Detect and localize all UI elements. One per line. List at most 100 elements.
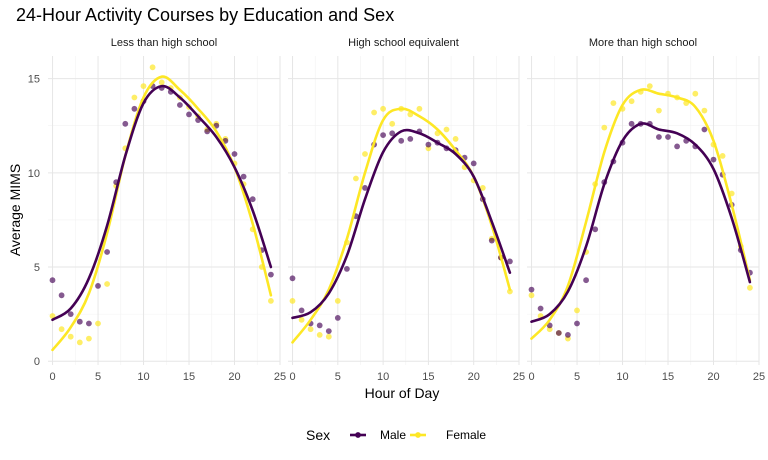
x-tick-label: 5 bbox=[95, 371, 101, 383]
data-point-male bbox=[104, 249, 110, 255]
x-tick-label: 25 bbox=[513, 371, 525, 383]
data-point-male bbox=[131, 105, 138, 112]
data-point-female bbox=[452, 136, 459, 142]
data-point-female bbox=[95, 320, 101, 327]
panel-3: More than high school 0 5 10 15 20 25 bbox=[527, 37, 765, 383]
data-point-male bbox=[298, 307, 305, 314]
data-point-female bbox=[49, 313, 56, 319]
data-point-female bbox=[507, 288, 513, 295]
x-tick-label: 0 bbox=[528, 371, 534, 383]
data-point-male bbox=[380, 132, 386, 139]
chart-title: 24-Hour Activity Courses by Education an… bbox=[16, 5, 394, 25]
data-point-male bbox=[67, 311, 74, 317]
data-point-female bbox=[131, 94, 138, 101]
data-point-female bbox=[149, 64, 156, 71]
data-point-male bbox=[407, 136, 414, 142]
panel-title: More than high school bbox=[589, 37, 697, 49]
data-point-male bbox=[507, 258, 513, 265]
data-point-male bbox=[425, 141, 432, 148]
y-tick-label: 10 bbox=[28, 168, 40, 180]
data-point-male bbox=[289, 275, 296, 282]
data-point-female bbox=[334, 298, 341, 304]
data-point-male bbox=[710, 156, 717, 163]
x-tick-label: 0 bbox=[49, 371, 55, 383]
data-point-male bbox=[665, 134, 671, 140]
legend: Sex Male Female bbox=[306, 427, 486, 443]
data-point-female bbox=[140, 83, 147, 89]
data-point-female bbox=[389, 120, 396, 127]
data-point-female bbox=[268, 298, 274, 304]
data-point-male bbox=[249, 196, 256, 203]
data-point-female bbox=[646, 83, 653, 89]
legend-label-female: Female bbox=[446, 428, 486, 442]
y-tick-label: 0 bbox=[34, 356, 40, 368]
data-point-female bbox=[298, 316, 305, 323]
legend-key-point-male bbox=[355, 432, 361, 438]
data-point-female bbox=[479, 185, 486, 191]
panel-title: Less than high school bbox=[111, 37, 217, 49]
x-tick-label: 5 bbox=[335, 371, 341, 383]
y-axis-title: Average MIMS bbox=[7, 164, 23, 256]
x-tick-label: 15 bbox=[183, 371, 195, 383]
data-point-male bbox=[122, 120, 129, 127]
data-point-female bbox=[380, 105, 386, 112]
data-point-male bbox=[268, 271, 274, 278]
y-tick-label: 5 bbox=[34, 262, 40, 274]
data-point-female bbox=[371, 109, 377, 116]
data-point-female bbox=[628, 98, 635, 105]
data-point-female bbox=[316, 332, 323, 338]
legend-label-male: Male bbox=[380, 428, 406, 442]
data-point-female bbox=[747, 284, 753, 291]
data-point-male bbox=[537, 305, 544, 312]
data-point-male bbox=[701, 126, 708, 133]
legend-key-point-female bbox=[415, 432, 421, 438]
x-axis-title: Hour of Day bbox=[365, 385, 440, 401]
data-point-male bbox=[656, 134, 662, 140]
data-point-female bbox=[104, 281, 110, 287]
data-point-female bbox=[86, 335, 92, 342]
data-point-female bbox=[362, 151, 368, 157]
data-point-male bbox=[76, 318, 83, 325]
data-point-male bbox=[86, 320, 92, 327]
data-point-female bbox=[289, 298, 296, 304]
data-point-male bbox=[470, 160, 477, 167]
data-point-female bbox=[610, 100, 617, 106]
data-point-female bbox=[307, 326, 314, 333]
data-point-male bbox=[204, 128, 211, 135]
data-point-female bbox=[719, 153, 726, 159]
x-tick-label: 10 bbox=[377, 371, 389, 383]
x-tick-label: 10 bbox=[616, 371, 628, 383]
data-point-male bbox=[49, 277, 56, 284]
data-point-male bbox=[240, 173, 247, 180]
x-tick-label: 0 bbox=[289, 371, 295, 383]
data-point-female bbox=[58, 326, 65, 333]
data-point-male bbox=[565, 332, 571, 338]
data-point-female bbox=[574, 307, 580, 314]
data-point-female bbox=[67, 333, 74, 340]
data-point-male bbox=[58, 292, 65, 299]
data-point-male bbox=[583, 277, 589, 284]
data-point-female bbox=[325, 333, 332, 340]
data-point-male bbox=[528, 286, 535, 293]
data-point-female bbox=[353, 175, 359, 182]
data-point-male bbox=[555, 330, 562, 336]
data-point-female bbox=[443, 126, 450, 133]
trend-line-male bbox=[530, 122, 752, 323]
data-point-male bbox=[231, 151, 238, 157]
data-point-female bbox=[528, 292, 535, 299]
panel-1: Less than high school 0 5 10 15 20 25 0 5 10 15 bbox=[28, 37, 286, 383]
x-tick-label: 10 bbox=[137, 371, 149, 383]
legend-title: Sex bbox=[306, 427, 330, 443]
data-point-male bbox=[674, 143, 680, 150]
trend-line-female bbox=[291, 107, 512, 344]
data-point-female bbox=[416, 105, 423, 112]
data-point-male bbox=[389, 130, 396, 137]
x-tick-label: 15 bbox=[422, 371, 434, 383]
data-point-female bbox=[701, 107, 708, 114]
x-tick-label: 25 bbox=[274, 371, 286, 383]
data-point-female bbox=[656, 107, 662, 114]
data-point-female bbox=[158, 79, 165, 86]
data-point-female bbox=[692, 90, 699, 97]
